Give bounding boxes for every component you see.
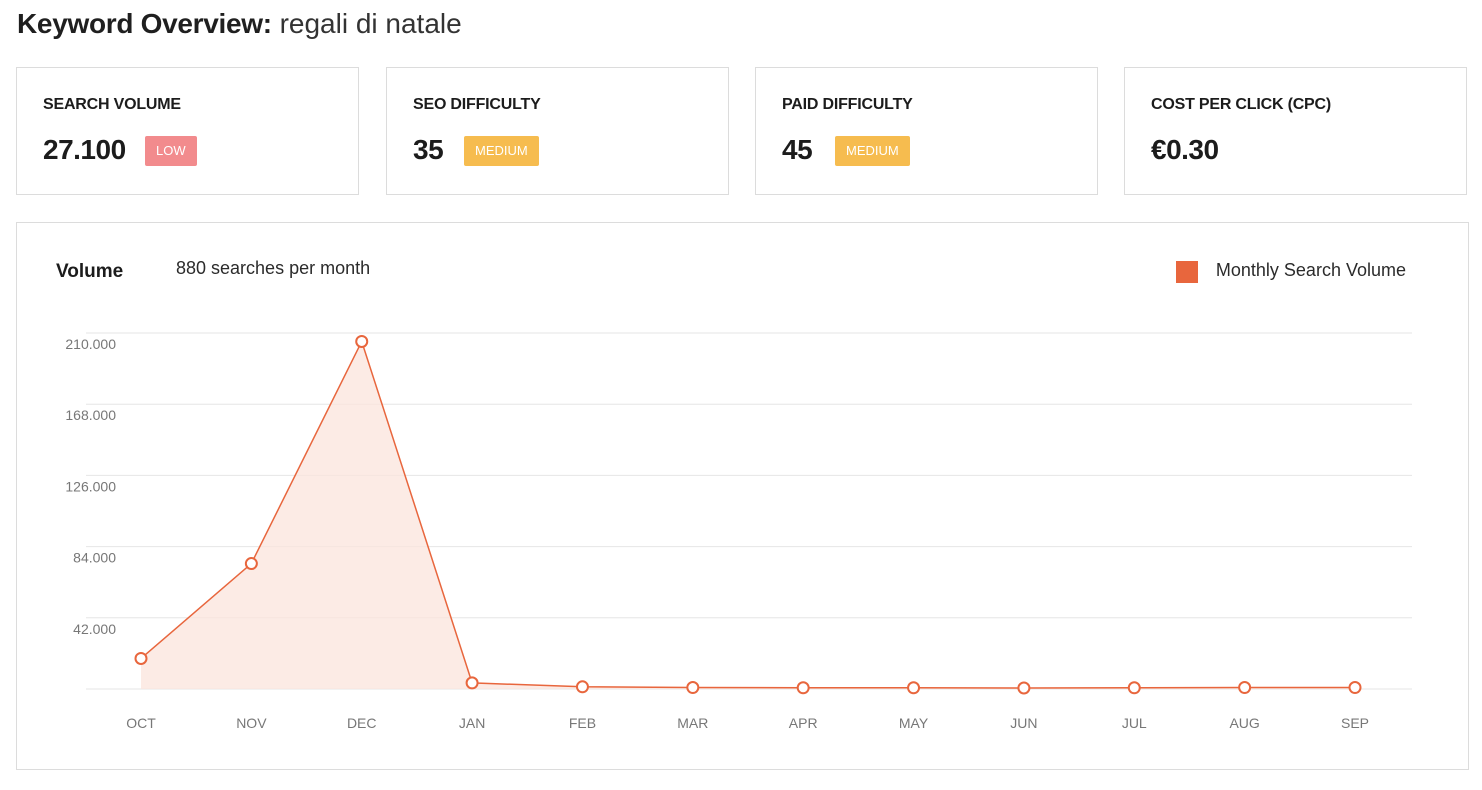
- seo-difficulty-value: 35: [413, 134, 444, 165]
- page-title: Keyword Overview: regali di natale: [17, 4, 462, 44]
- search-volume-value: 27.100: [43, 134, 126, 165]
- y-tick-label: 84.000: [73, 550, 116, 566]
- search-volume-badge: LOW: [145, 136, 197, 166]
- x-tick-label: APR: [789, 715, 818, 731]
- volume-line-chart: 210.000 168.000 126.000 84.000 42.000 OCT NOV D…: [65, 332, 1412, 731]
- cpc-card: COST PER CLICK (CPC) €0.30: [1124, 67, 1467, 195]
- search-volume-label: SEARCH VOLUME: [43, 96, 181, 113]
- y-tick-label: 42.000: [73, 621, 116, 637]
- page-title-label: Keyword Overview:: [17, 8, 272, 39]
- y-tick-label: 210.000: [65, 336, 116, 352]
- chart-legend[interactable]: Monthly Search Volume: [1175, 258, 1406, 283]
- x-tick-label: OCT: [126, 715, 156, 731]
- cpc-label: COST PER CLICK (CPC): [1151, 96, 1332, 113]
- data-point[interactable]: [355, 334, 369, 348]
- x-tick-label: FEB: [569, 715, 596, 731]
- y-tick-label: 126.000: [65, 478, 116, 494]
- x-tick-label: DEC: [347, 715, 377, 731]
- x-tick-label: AUG: [1229, 715, 1259, 731]
- paid-difficulty-card: PAID DIFFICULTY 45 MEDIUM: [755, 67, 1098, 195]
- x-tick-label: JAN: [459, 715, 485, 731]
- y-tick-label: 168.000: [65, 407, 116, 423]
- series-area: [141, 341, 1355, 689]
- chart-subheading: 880 searches per month: [176, 258, 371, 278]
- paid-difficulty-label: PAID DIFFICULTY: [782, 96, 913, 113]
- data-point[interactable]: [1348, 681, 1362, 695]
- volume-chart-card: Volume 880 searches per month Monthly Se…: [16, 222, 1469, 770]
- data-point[interactable]: [796, 681, 810, 695]
- cpc-value: €0.30: [1151, 134, 1219, 165]
- data-point[interactable]: [465, 676, 479, 690]
- data-point[interactable]: [244, 557, 258, 571]
- seo-difficulty-label: SEO DIFFICULTY: [413, 96, 541, 113]
- x-tick-label: JUL: [1122, 715, 1147, 731]
- data-point[interactable]: [1238, 681, 1252, 695]
- x-tick-label: MAR: [677, 715, 708, 731]
- seo-difficulty-badge: MEDIUM: [464, 136, 539, 166]
- legend-swatch: [1175, 260, 1198, 283]
- data-point[interactable]: [134, 651, 148, 665]
- series-line: [140, 339, 1355, 689]
- x-tick-label: MAY: [899, 715, 929, 731]
- page-title-keyword: regali di natale: [279, 8, 462, 39]
- seo-difficulty-card: SEO DIFFICULTY 35 MEDIUM: [386, 67, 729, 195]
- data-point[interactable]: [1127, 681, 1141, 695]
- search-volume-card: SEARCH VOLUME 27.100 LOW: [16, 67, 359, 195]
- data-point[interactable]: [1017, 681, 1031, 695]
- chart-heading: Volume: [56, 261, 124, 282]
- legend-label: Monthly Search Volume: [1215, 259, 1406, 280]
- data-point[interactable]: [907, 681, 921, 695]
- paid-difficulty-badge: MEDIUM: [835, 136, 910, 166]
- paid-difficulty-value: 45: [782, 134, 813, 165]
- data-point[interactable]: [686, 681, 700, 695]
- x-tick-label: JUN: [1010, 715, 1037, 731]
- x-tick-label: SEP: [1341, 715, 1369, 731]
- x-tick-label: NOV: [236, 715, 267, 731]
- data-point[interactable]: [575, 680, 589, 694]
